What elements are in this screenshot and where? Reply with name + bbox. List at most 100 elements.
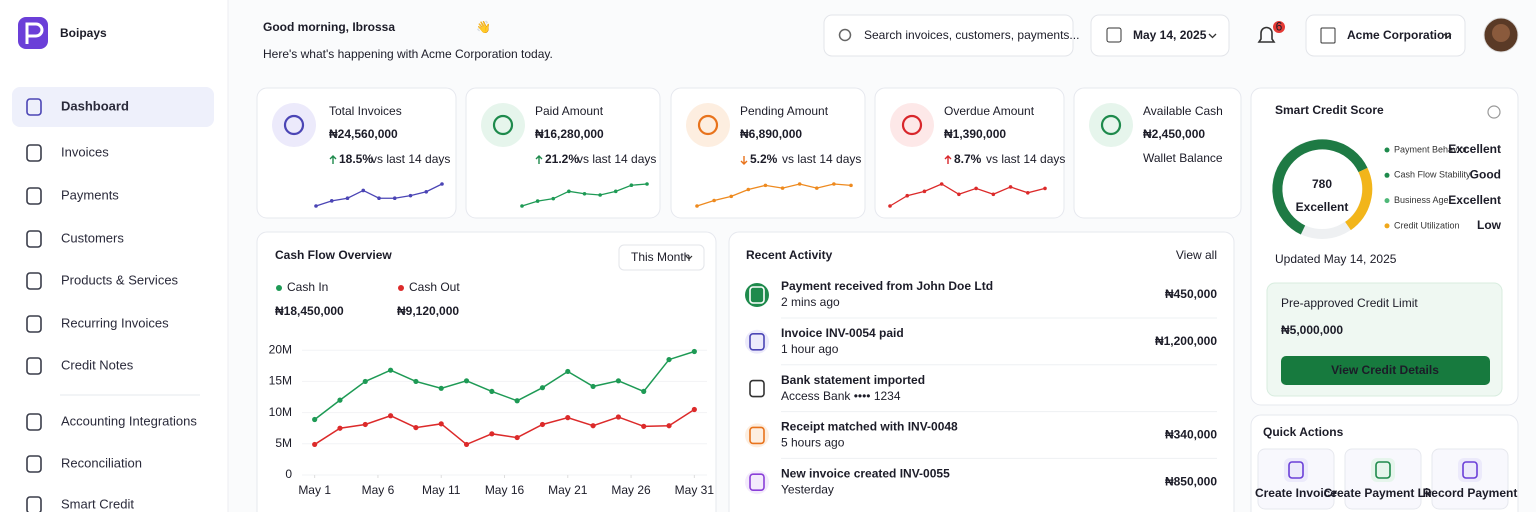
nav-item[interactable]: Accounting Integrations (61, 413, 197, 428)
factor-name: Cash Flow Stability (1394, 170, 1471, 180)
sparkline-point (849, 183, 853, 188)
nav-icon (26, 230, 42, 248)
series-point (337, 397, 343, 403)
sparkline-point (329, 199, 334, 203)
sparkline-point (729, 194, 734, 199)
sparkline-point (888, 204, 892, 208)
factor-name: Credit Utilization (1394, 220, 1460, 230)
y-tick-label: 15M (269, 374, 292, 388)
company-picker[interactable] (1305, 14, 1466, 57)
nav-item[interactable]: Dashboard (61, 98, 129, 113)
nav-icon (26, 272, 42, 290)
nav-item[interactable]: Payments (61, 187, 119, 202)
quick-icon-bg (1371, 458, 1395, 482)
factor-dot (1384, 172, 1390, 178)
quick-icon (1462, 461, 1478, 479)
chevron (685, 255, 693, 260)
sparkline-point (814, 186, 819, 190)
x-tick-label: May 16 (485, 483, 525, 497)
bell-icon[interactable] (1257, 26, 1276, 43)
sparkline-point (974, 186, 978, 191)
nav-icon (26, 98, 42, 116)
quick-icon (1288, 461, 1304, 479)
credit-button[interactable] (1281, 356, 1490, 385)
factor-rating: Low (1477, 218, 1502, 232)
gauge-green (1272, 139, 1368, 235)
kpi-change: 18.5% (339, 152, 373, 166)
factor-rating: Excellent (1448, 193, 1501, 207)
view-all[interactable]: View all (1176, 248, 1217, 262)
quick-icon-bg (1458, 458, 1482, 482)
kpi-compare: vs last 14 days (577, 152, 656, 166)
series-point (666, 423, 672, 429)
series-point (514, 434, 520, 441)
sparkline (696, 183, 852, 207)
kpi-icon-bg (686, 103, 730, 147)
kpi-note: Wallet Balance (1143, 151, 1223, 165)
quick-action-label[interactable]: Create Invoice (1255, 486, 1337, 500)
kpi-change: 8.7% (954, 152, 982, 166)
sparkline-point (1025, 191, 1030, 195)
series-point (489, 431, 495, 437)
series-point (489, 388, 495, 395)
nav-item[interactable]: Customers (61, 230, 124, 245)
sparkline-point (345, 196, 350, 201)
series-point (463, 441, 470, 448)
activity-title: Recent Activity (746, 248, 833, 262)
logo-letter (25, 22, 44, 44)
sparkline-point (832, 182, 836, 186)
activity-icon-bg (745, 376, 769, 401)
series-point (337, 425, 343, 431)
nav-item[interactable]: Products & Services (61, 272, 179, 287)
nav-item[interactable]: Credit Notes (61, 357, 134, 372)
activity-icon-bg (745, 283, 769, 307)
nav-item[interactable]: Reconciliation (61, 455, 142, 470)
nav-item[interactable]: Recurring Invoices (61, 315, 169, 330)
activity-time: Yesterday (781, 482, 834, 496)
nav-icon (26, 187, 42, 205)
nav-item[interactable]: Smart Credit (61, 496, 134, 511)
chevron (1208, 33, 1217, 39)
change-arrow (944, 155, 952, 164)
kpi-compare: vs last 14 days (371, 152, 450, 166)
sparkline-point (535, 199, 540, 203)
change-arrow (535, 155, 543, 164)
y-tick-label: 0 (285, 467, 292, 481)
change-arrow (329, 155, 337, 164)
cashflow-card (256, 231, 717, 512)
calendar-icon (1106, 27, 1122, 43)
sparkline-point (991, 192, 996, 197)
sparkline-point (520, 204, 524, 208)
x-tick-label: May 26 (611, 483, 651, 497)
search-box[interactable] (823, 14, 1074, 57)
sparkline (889, 183, 1046, 207)
quick-action-label[interactable]: Record Payment (1423, 486, 1518, 500)
sparkline-point (780, 186, 785, 190)
period[interactable]: This Month (631, 250, 690, 264)
period-select[interactable] (618, 244, 705, 271)
factor-rating: Excellent (1448, 142, 1501, 156)
activity-time: Access Bank •••• 1234 (781, 389, 901, 403)
series-line (314, 350, 695, 421)
series-point (590, 423, 596, 429)
activity-amount: ₦340,000 (1165, 428, 1217, 442)
series-point (590, 383, 596, 390)
series-point (691, 406, 697, 413)
kpi-icon-bg (890, 103, 934, 147)
date-picker[interactable] (1090, 14, 1230, 57)
activity-icon (749, 379, 765, 398)
sparkline-point (763, 183, 768, 188)
sparkline-point (613, 189, 618, 194)
credit-button-label[interactable]: View Credit Details (1331, 363, 1439, 377)
activity-icon-bg (745, 470, 769, 495)
series-point (691, 348, 697, 355)
gauge-yellow (1344, 167, 1373, 231)
info-icon (1487, 105, 1501, 119)
series-point (539, 385, 546, 391)
nav-item[interactable]: Invoices (61, 144, 109, 159)
change-arrow (740, 156, 748, 165)
quick-action-label[interactable]: Create Payment Link (1324, 486, 1443, 500)
legend-label: Cash Out (409, 280, 460, 294)
sparkline-point (424, 189, 429, 194)
